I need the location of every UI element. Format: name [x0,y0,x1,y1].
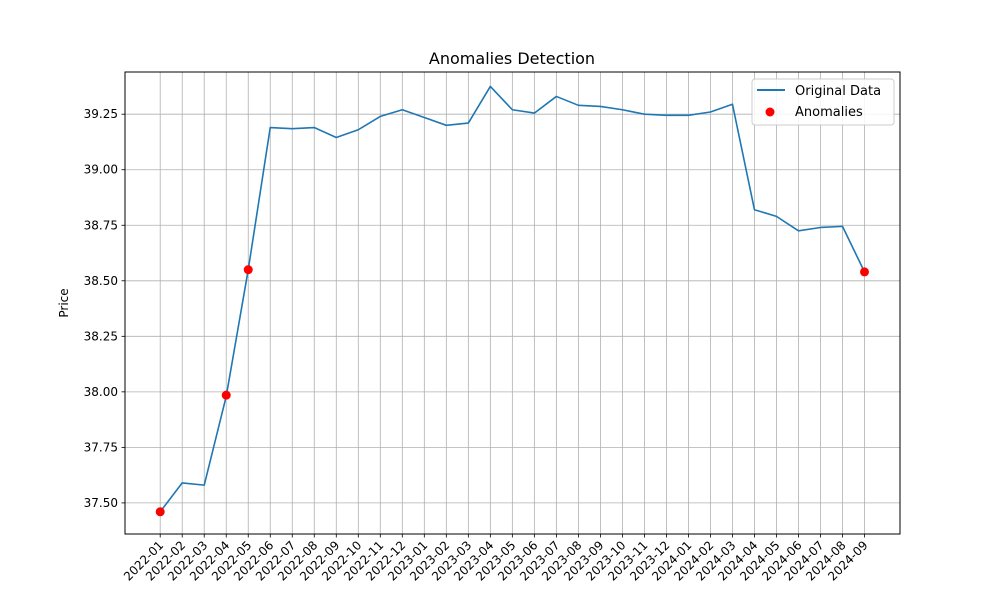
chart-title: Anomalies Detection [429,49,595,68]
legend: Original Data Anomalies [751,78,895,126]
anomaly-point [860,267,869,277]
y-axis-label: Price [57,288,71,317]
original-data-line [159,85,866,513]
anomaly-point [221,390,231,400]
grid [125,72,900,534]
y-tick-label: 39.25 [84,107,118,121]
series-layer [155,85,869,517]
anomaly-point [243,265,253,275]
legend-box [751,78,895,126]
y-tick-label: 37.50 [84,496,118,510]
y-tick-label: 38.25 [84,329,118,343]
y-tick-label: 38.00 [84,385,118,399]
y-tick-label: 37.75 [84,440,118,454]
anomaly-point [155,507,165,517]
y-tick-label: 38.75 [84,218,118,232]
legend-marker-swatch [765,107,775,117]
legend-label-original-data: Original Data [795,84,881,99]
y-axis: 37.50 37.75 38.00 38.25 38.50 38.75 39.00 39.25 [84,107,125,510]
y-tick-label: 39.00 [84,163,118,177]
y-tick-label: 38.50 [84,274,118,288]
legend-label-anomalies: Anomalies [795,105,863,120]
